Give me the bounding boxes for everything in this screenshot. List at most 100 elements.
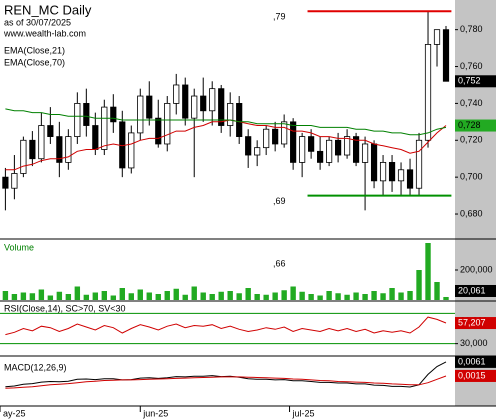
annotation: ,66: [273, 259, 286, 269]
candle-body: [352, 136, 360, 163]
candle-body: [209, 88, 216, 112]
value-label: 0,728: [458, 120, 481, 130]
candle-body: [191, 95, 198, 119]
candle-body: [263, 128, 270, 149]
volume-bar: [218, 291, 224, 300]
y-tick-label: 30,000: [460, 338, 488, 348]
candle-body: [182, 84, 189, 119]
volume-bar: [290, 286, 296, 300]
volume-bar: [254, 294, 260, 300]
candle-body: [164, 103, 171, 145]
volume-bar: [353, 292, 359, 300]
annotation: ,79: [273, 12, 286, 22]
subtitle: as of 30/07/2025: [4, 17, 71, 27]
volume-bar: [272, 292, 278, 300]
volume-bar: [101, 291, 108, 300]
volume-bar: [20, 292, 27, 300]
volume-bar: [200, 292, 206, 300]
panel-title: Volume: [4, 242, 34, 252]
candle-body: [281, 121, 288, 145]
volume-bar: [371, 291, 377, 300]
volume-bar: [164, 291, 170, 300]
volume-bar: [11, 294, 18, 300]
volume-bar: [128, 293, 134, 300]
x-tick-label: jul-25: [292, 408, 315, 418]
volume-bar: [389, 288, 395, 300]
y-tick-label: 0,680: [460, 208, 483, 218]
candle-body: [406, 169, 414, 189]
candle-body: [299, 136, 306, 163]
candle-body: [2, 176, 9, 189]
candle-body: [290, 121, 297, 163]
volume-bar: [236, 293, 242, 300]
candle-body: [29, 139, 36, 160]
volume-bar: [263, 294, 269, 300]
candle-body: [343, 136, 351, 156]
volume-bar: [92, 292, 99, 300]
volume-bar: [65, 294, 72, 300]
y-tick-label: 0,740: [460, 98, 483, 108]
candle-body: [308, 136, 315, 152]
candle-body: [254, 147, 261, 156]
candle-body: [388, 162, 396, 182]
volume-bar: [83, 294, 90, 300]
candle-body: [119, 121, 126, 169]
volume-bar: [407, 291, 413, 300]
candle-body: [335, 139, 342, 156]
volume-bar: [362, 294, 368, 300]
volume-bar: [173, 288, 179, 300]
annotation: ,69: [273, 196, 286, 206]
candle-body: [38, 125, 45, 160]
volume-bar: [335, 293, 341, 300]
volume-bar: [38, 289, 45, 300]
panel-title: RSI(Close,14), SC>70, SV<30: [4, 303, 126, 313]
volume-bar: [299, 291, 305, 300]
x-tick-label: jun-25: [142, 408, 168, 418]
candle-body: [200, 95, 207, 112]
candle-body: [218, 88, 225, 126]
indicator-line: [5, 375, 447, 389]
volume-bar: [443, 296, 449, 300]
volume-bar: [110, 295, 116, 300]
volume-bar: [47, 295, 54, 300]
candle-body: [245, 136, 252, 156]
volume-bar: [308, 294, 314, 300]
x-tick-label: ay-25: [3, 408, 26, 418]
right-axis-area: [455, 0, 496, 406]
value-label-box: [455, 119, 496, 132]
candle-body: [101, 106, 108, 150]
candle-body: [370, 143, 378, 182]
value-label-box: [455, 355, 496, 368]
value-label: 0,752: [458, 76, 481, 86]
value-label-box: [455, 369, 496, 382]
candle-body: [137, 95, 144, 134]
volume-bar: [74, 286, 81, 300]
candle-body: [317, 150, 324, 163]
volume-bar: [119, 288, 125, 300]
chart-title: REN_MC Daily: [4, 2, 92, 17]
candle-body: [326, 139, 333, 163]
candle-body: [272, 128, 279, 145]
legend-entry: EMA(Close,70): [4, 57, 65, 67]
candle-body: [74, 103, 81, 137]
y-tick-label: 0,700: [460, 172, 483, 182]
candle-body: [65, 136, 72, 163]
value-label: 0,0015: [458, 370, 486, 380]
volume-bar: [416, 270, 422, 300]
y-tick-label: 0,760: [460, 61, 483, 71]
candle-body: [56, 136, 63, 163]
volume-bar: [155, 294, 161, 300]
candle-body: [442, 29, 450, 82]
value-label: 20,061: [458, 285, 486, 295]
y-tick-label: 0,720: [460, 135, 483, 145]
volume-bar: [380, 293, 386, 300]
volume-bar: [326, 291, 332, 300]
volume-bar: [2, 291, 9, 300]
candle-body: [173, 84, 180, 104]
volume-bar: [137, 289, 143, 300]
volume-bar: [56, 291, 63, 300]
candle-body: [155, 117, 162, 145]
candle-body: [83, 103, 90, 126]
candle-body: [146, 95, 153, 119]
